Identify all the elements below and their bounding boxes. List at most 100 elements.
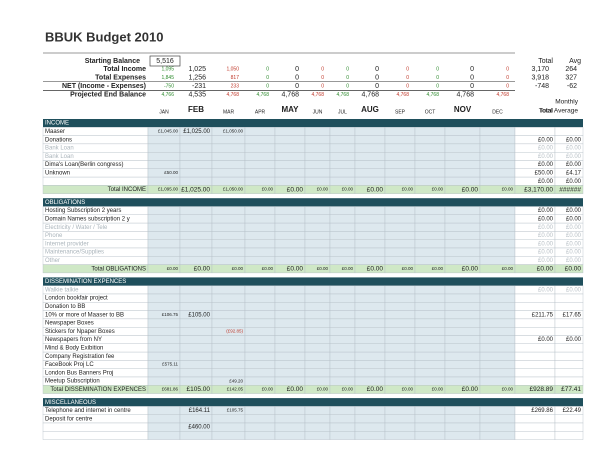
cell [479, 302, 516, 311]
cell [479, 231, 516, 240]
cell [354, 310, 386, 320]
title: BBUK Budget 2010 [45, 29, 163, 44]
cell-value: £0.00 [566, 225, 582, 231]
cell [244, 327, 276, 336]
cell-value: £0.00 [538, 179, 554, 185]
cell [514, 368, 556, 378]
cell [274, 422, 306, 432]
cell [304, 293, 331, 303]
cell [479, 135, 516, 145]
cell [444, 222, 481, 232]
cell [554, 127, 584, 136]
cell [414, 160, 446, 170]
cell-value: £164.11 [189, 408, 211, 414]
cell [211, 206, 246, 216]
cell [384, 360, 416, 369]
cell-value: £0.00 [317, 387, 329, 392]
cell [479, 360, 516, 369]
cell [479, 206, 516, 216]
cell [211, 318, 246, 328]
cell [354, 422, 386, 432]
summary-value: 1,256 [188, 74, 206, 81]
cell [329, 151, 356, 161]
summary-value: 817 [231, 75, 240, 81]
cell [384, 293, 416, 303]
cell [354, 360, 386, 369]
cell-value: £0.00 [538, 154, 554, 160]
cell [354, 247, 386, 257]
row-label: Internet provider [45, 241, 89, 247]
cell [514, 343, 556, 353]
cell [211, 239, 246, 249]
cell-value: £0.00 [367, 186, 384, 193]
cell [479, 351, 516, 361]
cell [329, 368, 356, 378]
cell-value: £1,025.00 [183, 129, 210, 135]
cell [274, 414, 306, 424]
row-label: Other [45, 258, 60, 264]
cell [444, 285, 481, 295]
cell [354, 231, 386, 240]
summary-value: 4,768 [311, 92, 324, 98]
cell [384, 327, 416, 336]
cell [329, 285, 356, 295]
summary-value: 0 [506, 75, 509, 81]
summary-value: 0 [406, 75, 409, 81]
summary-value: 0 [346, 66, 349, 72]
row-label: Stickers for Npaper Boxes [45, 329, 115, 335]
cell [329, 231, 356, 240]
summary-value: -750 [164, 83, 174, 89]
cell-value: £1,045.00 [158, 129, 179, 134]
cell [479, 214, 516, 224]
cell [384, 414, 416, 424]
cell [147, 176, 181, 186]
cell [479, 143, 516, 153]
cell [211, 343, 246, 353]
cell [329, 343, 356, 353]
cell [444, 256, 481, 265]
summary-value: -231 [192, 83, 206, 90]
cell [147, 406, 181, 415]
row-label: Electricity / Water / Tele [45, 225, 108, 231]
cell [274, 247, 306, 257]
cell [444, 414, 481, 424]
cell [179, 335, 213, 345]
cell-value: £211.75 [532, 312, 554, 318]
cell [244, 239, 276, 249]
cell-value: £0.00 [538, 217, 554, 223]
cell [329, 422, 356, 432]
cell [244, 310, 276, 320]
cell [329, 168, 356, 178]
summary-label: Total Expenses [95, 74, 146, 81]
summary-avg-header: Avg [569, 58, 581, 65]
summary-value: 1,025 [188, 66, 206, 73]
cell [414, 368, 446, 378]
cell [384, 160, 416, 170]
cell [354, 335, 386, 345]
cell [211, 176, 246, 186]
cell [479, 256, 516, 265]
cell [354, 406, 386, 415]
label-cell [42, 422, 149, 432]
cell [354, 431, 386, 440]
cell [329, 256, 356, 265]
cell [179, 318, 213, 328]
row-label: Newspaper Boxes [45, 321, 94, 327]
cell-value: £928.89 [530, 386, 554, 393]
cell [147, 256, 181, 265]
cell-value: £0.00 [432, 387, 444, 392]
cell [304, 222, 331, 232]
month-header: JUN [313, 109, 323, 115]
cell-value: £0.00 [367, 265, 384, 272]
cell [444, 247, 481, 257]
summary-value: 0 [295, 74, 299, 81]
cell [147, 422, 181, 432]
cell [274, 151, 306, 161]
cell [147, 431, 181, 440]
cell [479, 406, 516, 415]
cell-value: £0.00 [538, 162, 554, 168]
cell [384, 239, 416, 249]
cell [444, 176, 481, 186]
cell [244, 135, 276, 145]
cell [554, 264, 584, 274]
